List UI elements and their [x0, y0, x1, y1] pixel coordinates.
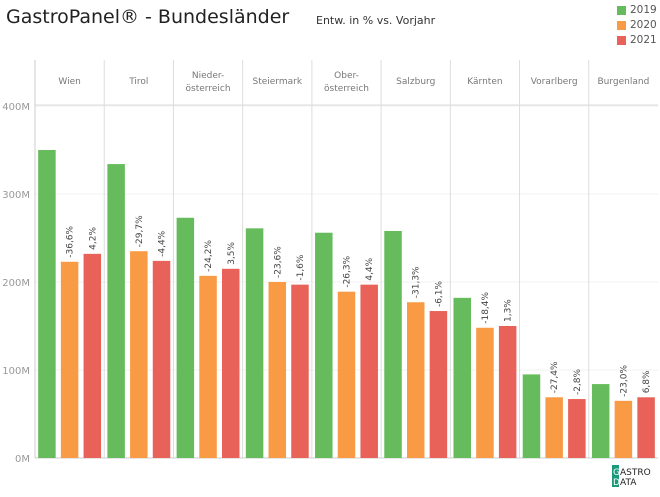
data-label: 3,5%: [227, 241, 237, 264]
bar-2019: [107, 164, 125, 458]
bar-2020: [406, 302, 425, 458]
bar-2019: [245, 228, 264, 458]
category-label: österreich: [186, 84, 231, 94]
data-label: -23,0%: [619, 365, 629, 397]
data-label: -1,6%: [296, 254, 306, 281]
y-tick-label: 400M: [2, 102, 30, 113]
bar-2020: [476, 327, 494, 458]
svg-text:ASTRO: ASTRO: [620, 468, 651, 478]
category-label: Vorarlberg: [531, 77, 578, 87]
y-tick-label: 100M: [2, 366, 30, 377]
y-tick-label: 0M: [15, 454, 30, 465]
bar-2019: [38, 150, 56, 458]
bar-2019: [591, 384, 610, 458]
data-label: 6,8%: [642, 370, 652, 393]
bar-2020: [130, 251, 148, 458]
bar-2020: [614, 400, 633, 458]
legend-item-2021[interactable]: 2021: [617, 33, 657, 48]
bar-2019: [315, 232, 333, 458]
data-label: -29,7%: [135, 215, 145, 247]
chart-title: GastroPanel® - Bundesländer: [6, 6, 290, 28]
category-label: österreich: [324, 84, 369, 94]
legend-label: 2019: [630, 4, 657, 16]
legend-item-2020[interactable]: 2020: [617, 18, 657, 33]
svg-text:D: D: [613, 478, 620, 488]
legend-label: 2021: [630, 34, 657, 46]
bar-2020: [199, 275, 217, 458]
data-label: -2,8%: [573, 368, 583, 395]
data-label: -27,4%: [550, 361, 560, 393]
bar-2020: [545, 397, 563, 458]
bar-2021: [498, 326, 517, 458]
gastrodata-logo: G D ASTRO ATA: [612, 465, 651, 488]
data-label: -4,4%: [158, 230, 168, 257]
category-label: Ober-: [334, 71, 359, 81]
category-label: Kärnten: [467, 77, 502, 87]
category-label: Wien: [58, 77, 80, 87]
bar-2021: [222, 268, 240, 458]
data-label: -23,6%: [273, 246, 283, 278]
bar-2021: [568, 399, 586, 458]
data-label: -36,6%: [66, 225, 76, 257]
data-label: 1,3%: [504, 299, 514, 322]
bar-2020: [268, 282, 287, 458]
category-label: Steiermark: [252, 77, 302, 87]
y-tick-label: 200M: [2, 278, 30, 289]
bar-2021: [152, 260, 171, 458]
category-label: Burgenland: [597, 77, 649, 87]
data-label: -24,2%: [204, 240, 214, 272]
data-label: -26,3%: [343, 255, 353, 287]
data-label: -18,4%: [481, 291, 491, 323]
legend-label: 2020: [630, 19, 657, 31]
bar-2020: [60, 261, 79, 458]
bar-2020: [337, 291, 356, 458]
svg-text:ATA: ATA: [620, 478, 637, 488]
data-label: 4,4%: [365, 257, 375, 280]
category-label: Salzburg: [396, 77, 435, 87]
svg-text:G: G: [613, 468, 620, 478]
bar-2019: [176, 217, 195, 458]
bar-2021: [429, 311, 448, 458]
bar-2021: [83, 253, 102, 458]
bar-2019: [522, 374, 541, 458]
legend-item-2019[interactable]: 2019: [617, 3, 657, 18]
data-label: -6,1%: [434, 280, 444, 307]
legend: 2019 2020 2021: [617, 3, 657, 48]
bar-2021: [360, 284, 378, 458]
y-tick-label: 300M: [2, 190, 30, 201]
bar-2021: [291, 284, 309, 458]
chart-subtitle: Entw. in % vs. Vorjahr: [316, 14, 436, 27]
data-label: 4,2%: [88, 227, 98, 250]
category-label: Nieder-: [192, 71, 224, 81]
bar-2021: [637, 397, 655, 458]
bar-2019: [384, 230, 402, 458]
data-label: -31,3%: [412, 266, 422, 298]
category-label: Tirol: [128, 77, 148, 87]
bar-2019: [453, 297, 471, 458]
